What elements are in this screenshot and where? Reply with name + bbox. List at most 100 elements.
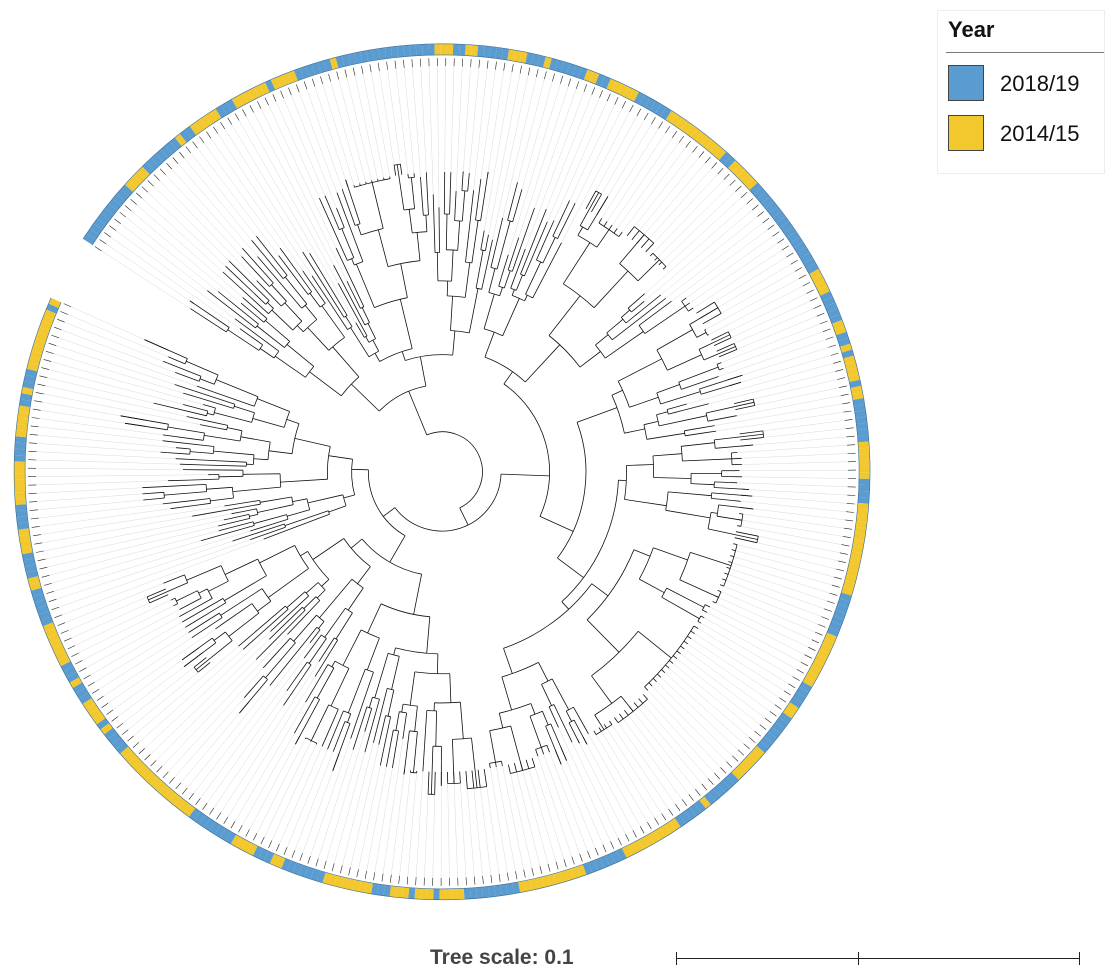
guide-line: [421, 67, 427, 173]
branch: [447, 281, 448, 296]
branch: [514, 249, 525, 279]
guide-line: [211, 138, 303, 271]
branch: [609, 721, 612, 725]
branch: [702, 610, 707, 612]
branch: [580, 352, 601, 368]
branch: [641, 295, 660, 311]
branch: [594, 731, 596, 735]
branch-arc: [307, 662, 311, 665]
branch: [240, 509, 257, 512]
branch: [320, 579, 352, 618]
branch: [319, 198, 327, 215]
legend-item-2014-15: 2014/15: [948, 115, 1106, 153]
branch: [348, 669, 365, 713]
branch: [304, 644, 314, 658]
ring-segment: [14, 480, 25, 486]
branch: [212, 504, 261, 513]
branch: [634, 703, 638, 708]
ring-segment: [15, 492, 26, 499]
guide-line: [162, 634, 287, 766]
leaf-tick: [169, 777, 174, 783]
branch: [655, 258, 658, 261]
branch: [741, 445, 753, 446]
leaf-tick: [836, 569, 844, 571]
leaf-tick: [51, 335, 59, 338]
branch: [143, 499, 158, 500]
guide-line: [95, 627, 186, 682]
leaf-tick: [699, 152, 704, 158]
branch: [192, 513, 211, 516]
branch: [197, 386, 213, 392]
leaf-tick: [793, 677, 800, 681]
branch: [233, 487, 281, 492]
branch-arc: [335, 661, 349, 668]
branch: [580, 193, 599, 226]
branch-arc: [410, 772, 416, 773]
branch: [557, 558, 583, 578]
branch: [264, 246, 287, 275]
branch: [462, 191, 465, 221]
leaf-tick: [846, 512, 854, 513]
branch: [644, 421, 658, 424]
leaf-tick: [496, 62, 497, 70]
leaf-tick: [133, 742, 139, 747]
branch: [203, 405, 208, 406]
branch: [182, 598, 223, 622]
leaf-tick: [630, 105, 634, 112]
guide-line: [156, 660, 256, 761]
guide-line: [727, 567, 828, 601]
guide-line: [42, 516, 192, 543]
guide-line: [342, 743, 373, 866]
leaf-tick: [403, 60, 404, 68]
guide-line: [729, 355, 831, 385]
leaf-tick: [812, 640, 819, 643]
branch: [496, 762, 497, 767]
branch: [199, 589, 208, 593]
branch: [437, 253, 438, 281]
leaf-tick: [830, 593, 838, 595]
branch: [254, 515, 287, 524]
branch: [207, 413, 214, 415]
branch: [310, 293, 320, 307]
branch-arc: [728, 332, 731, 338]
branch: [260, 497, 292, 502]
branch: [547, 745, 550, 752]
guide-line: [379, 71, 395, 176]
branch-arc: [329, 705, 339, 710]
guide-line: [347, 77, 372, 180]
leaf-tick: [846, 428, 854, 429]
leaf-tick: [29, 502, 37, 503]
leaf-tick: [160, 169, 166, 175]
leaf-tick: [773, 232, 780, 237]
branch: [657, 674, 661, 677]
guide-line: [624, 710, 688, 794]
guide-line: [632, 158, 699, 240]
leaf-tick: [727, 762, 733, 768]
leaf-tick: [651, 117, 655, 124]
ring-segment: [14, 461, 25, 467]
leaf-tick: [320, 76, 322, 84]
branch: [253, 419, 284, 428]
guide-line: [547, 98, 599, 222]
branch: [681, 443, 714, 447]
leaf-tick: [30, 510, 38, 511]
branch: [198, 662, 210, 672]
branch-arc: [347, 258, 354, 261]
branch: [247, 500, 260, 502]
branch: [732, 550, 736, 551]
branch: [436, 711, 437, 746]
guide-line: [713, 602, 809, 648]
branch: [333, 215, 339, 230]
guide-line: [709, 286, 803, 335]
branch: [652, 301, 672, 316]
branch: [431, 746, 433, 794]
branch: [346, 180, 348, 187]
leaf-tick: [154, 175, 160, 181]
leaf-tick: [40, 567, 48, 569]
branch-arc: [327, 447, 330, 480]
branch: [472, 220, 478, 263]
branch: [661, 670, 665, 673]
branch: [324, 276, 348, 315]
branch: [452, 250, 454, 281]
guide-line: [191, 153, 257, 236]
